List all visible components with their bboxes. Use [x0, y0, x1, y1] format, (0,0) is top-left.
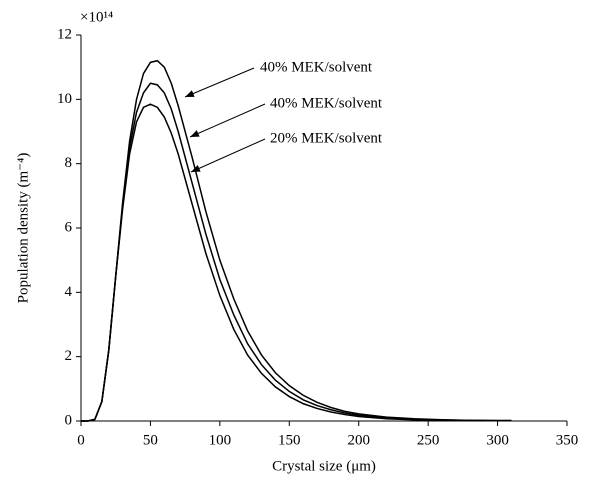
- annotation: 40% MEK/solvent: [260, 59, 373, 75]
- x-tick-label: 50: [143, 432, 158, 448]
- x-tick-label: 150: [278, 432, 301, 448]
- x-tick-label: 0: [77, 432, 85, 448]
- x-tick-label: 350: [556, 432, 579, 448]
- series-line: [81, 103, 512, 422]
- annotation-arrow: [190, 138, 266, 173]
- y-tick-label: 4: [65, 284, 73, 300]
- annotation-arrow: [184, 67, 255, 98]
- x-tick-label: 200: [347, 432, 370, 448]
- x-axis-label: Crystal size (μm): [272, 458, 376, 474]
- x-tick-label: 300: [486, 432, 509, 448]
- y-tick-label: 12: [57, 26, 72, 42]
- annotation: 20% MEK/solvent: [270, 130, 383, 146]
- x-tick-label: 100: [209, 432, 232, 448]
- series-line: [81, 59, 512, 422]
- y-axis-label: Population density (m⁻⁴): [15, 153, 31, 304]
- y-tick-label: 6: [65, 219, 73, 235]
- annotation-arrow: [189, 103, 266, 138]
- annotation: 40% MEK/solvent: [270, 95, 383, 111]
- x-tick-label: 250: [417, 432, 440, 448]
- y-tick-label: 10: [57, 91, 72, 107]
- y-tick-label: 8: [65, 155, 73, 171]
- y-multiplier: ×10¹⁴: [80, 9, 113, 25]
- y-tick-label: 2: [65, 348, 73, 364]
- y-tick-label: 0: [65, 412, 73, 428]
